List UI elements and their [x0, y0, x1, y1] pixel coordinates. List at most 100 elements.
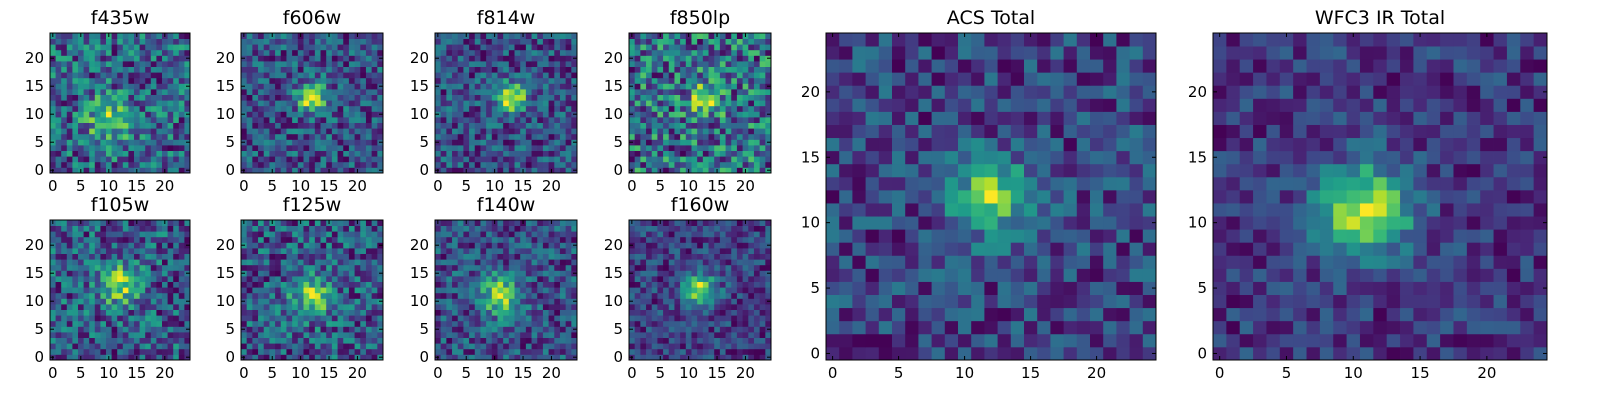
heatmap-cell: [640, 337, 647, 344]
heatmap-cell: [331, 122, 338, 129]
heatmap-cell: [503, 259, 510, 266]
heatmap-cell: [486, 292, 493, 299]
x-tick-label: 5: [461, 177, 471, 195]
heatmap-cell: [252, 122, 259, 129]
heatmap-cell: [531, 332, 538, 338]
heatmap-cell: [128, 128, 135, 135]
heatmap-cell: [269, 304, 276, 310]
heatmap-cell: [241, 332, 248, 338]
heatmap-cell: [246, 38, 253, 45]
heatmap-cell: [117, 337, 124, 344]
heatmap-cell: [50, 94, 56, 101]
heatmap-cell: [457, 89, 464, 95]
heatmap-cell: [134, 161, 140, 168]
heatmap-cell: [150, 122, 157, 129]
heatmap-cell: [117, 287, 124, 294]
heatmap-cell: [241, 117, 248, 123]
heatmap-cell: [128, 264, 135, 271]
heatmap-cell: [674, 83, 681, 90]
heatmap-cell: [275, 231, 282, 238]
heatmap-cell: [252, 292, 259, 299]
heatmap-cell: [83, 304, 90, 310]
y-tick-label: 20: [410, 236, 429, 254]
heatmap-cell: [258, 139, 265, 146]
heatmap-cell: [514, 111, 521, 118]
heatmap-cell: [269, 320, 276, 327]
heatmap-cell: [702, 276, 709, 282]
heatmap-cell: [503, 161, 510, 168]
heatmap-cell: [156, 122, 163, 129]
heatmap-cell: [320, 248, 327, 254]
heatmap-cell: [629, 44, 636, 51]
heatmap-cell: [252, 156, 259, 163]
heatmap-cell: [241, 122, 248, 129]
heatmap-cell: [651, 156, 658, 163]
heatmap-cell: [646, 83, 653, 90]
plot-frame: [49, 219, 191, 361]
heatmap-cell: [440, 236, 447, 243]
heatmap-cell: [457, 61, 464, 67]
heatmap-cell: [331, 117, 338, 123]
heatmap-cell: [297, 292, 304, 299]
heatmap-cell: [452, 326, 459, 333]
heatmap-cell: [629, 161, 636, 168]
heatmap-cell: [554, 326, 561, 333]
heatmap-cell: [72, 225, 79, 232]
heatmap-cell: [469, 304, 476, 310]
heatmap-cell: [629, 89, 636, 95]
heatmap-cell: [111, 270, 118, 277]
heatmap-cell: [365, 161, 373, 168]
heatmap-cell: [100, 161, 107, 168]
heatmap-cell: [241, 72, 248, 79]
heatmap-cell: [55, 343, 62, 350]
heatmap-cell: [435, 38, 442, 45]
heatmap-cell: [440, 83, 447, 90]
heatmap-cell: [503, 83, 510, 90]
heatmap-cell: [685, 343, 692, 350]
heatmap-cell: [753, 354, 761, 361]
heatmap-cell: [697, 332, 704, 338]
heatmap-cell: [503, 320, 510, 327]
heatmap-cell: [354, 117, 361, 123]
heatmap-cell: [731, 94, 738, 101]
heatmap-cell: [134, 337, 140, 344]
heatmap-cell: [486, 33, 493, 39]
heatmap-cell: [89, 156, 96, 163]
heatmap-cell: [100, 49, 107, 56]
heatmap-cell: [463, 281, 470, 288]
heatmap-cell: [314, 236, 321, 243]
heatmap-cell: [674, 281, 681, 288]
heatmap-cell: [173, 111, 180, 118]
heatmap-cell: [531, 315, 538, 322]
heatmap-cell: [162, 111, 168, 118]
heatmap-cell: [663, 167, 670, 174]
heatmap-cell: [348, 298, 355, 305]
heatmap-cell: [435, 89, 442, 95]
heatmap-cell: [371, 287, 378, 294]
heatmap-cell: [748, 33, 755, 39]
heatmap-cell: [269, 298, 276, 305]
heatmap-cell: [128, 61, 135, 67]
heatmap-cell: [286, 83, 293, 90]
heatmap-cell: [571, 100, 578, 107]
heatmap-cell: [742, 55, 749, 62]
heatmap-cell: [503, 315, 510, 322]
heatmap-cell: [292, 111, 299, 118]
heatmap-cell: [759, 61, 766, 67]
heatmap-cell: [61, 111, 68, 118]
heatmap-cell: [548, 139, 555, 146]
heatmap-cell: [691, 145, 698, 151]
heatmap-cell: [331, 242, 338, 249]
y-tick-label: 5: [613, 133, 623, 151]
heatmap-cell: [377, 100, 384, 107]
heatmap-cell: [314, 83, 321, 90]
heatmap-cell: [377, 348, 384, 355]
heatmap-cell: [503, 72, 510, 79]
heatmap-cell: [520, 122, 527, 129]
heatmap-cell: [731, 156, 738, 163]
heatmap-cell: [765, 66, 772, 73]
heatmap-cell: [106, 145, 112, 151]
heatmap-cell: [360, 236, 367, 243]
heatmap-cell: [435, 304, 442, 310]
heatmap-cell: [474, 348, 481, 355]
